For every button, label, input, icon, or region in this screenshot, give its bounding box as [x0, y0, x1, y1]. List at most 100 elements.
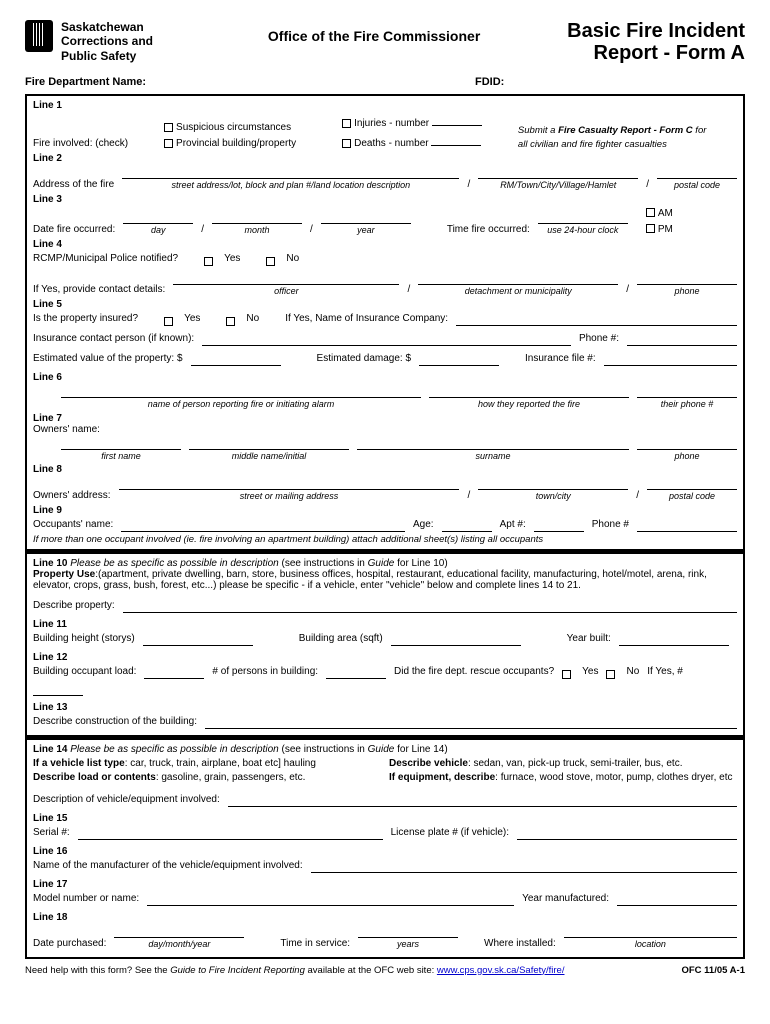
yearbuilt-input[interactable] [619, 633, 729, 646]
line14-label: Line 14 [33, 744, 70, 755]
property-use-text: Property Use:(apartment, private dwellin… [33, 569, 737, 591]
occupants-label: Occupants' name: [33, 518, 113, 532]
owner-street-input[interactable] [119, 477, 460, 490]
contact-phone-input[interactable] [637, 272, 737, 285]
owner-middle-input[interactable] [189, 437, 349, 450]
owner-postal-input[interactable] [647, 477, 737, 490]
casualty-note: Submit a Fire Casualty Report - Form C f… [518, 124, 718, 151]
construction-input[interactable] [205, 716, 737, 729]
footer-link[interactable]: www.cps.gov.sk.ca/Safety/fire/ [437, 965, 565, 976]
year-input[interactable] [321, 211, 411, 224]
suspicious-label: Suspicious circumstances [176, 122, 291, 133]
owner-first-input[interactable] [61, 437, 181, 450]
checkbox-injuries[interactable] [342, 119, 351, 128]
checkbox-rcmp-no[interactable] [266, 257, 275, 266]
checkbox-suspicious[interactable] [164, 123, 173, 132]
est-value-label: Estimated value of the property: $ [33, 352, 183, 366]
month-input[interactable] [212, 211, 302, 224]
plate-label: License plate # (if vehicle): [391, 826, 509, 840]
hint-dmy: day/month/year [148, 938, 210, 951]
checkbox-insured-no[interactable] [226, 317, 235, 326]
model-input[interactable] [147, 893, 514, 906]
ins-contact-label: Insurance contact person (if known): [33, 332, 194, 346]
persons-input[interactable] [326, 666, 386, 679]
line16-label: Line 16 [33, 846, 737, 857]
area-label: Building area (sqft) [299, 632, 383, 646]
reporter-name-input[interactable] [61, 385, 421, 398]
hint-rphone: their phone # [661, 398, 714, 411]
officer-input[interactable] [173, 272, 399, 285]
occ-phone-input[interactable] [637, 519, 737, 532]
area-input[interactable] [391, 633, 521, 646]
checkbox-rcmp-yes[interactable] [204, 257, 213, 266]
line1-label: Line 1 [33, 100, 737, 111]
height-input[interactable] [143, 633, 253, 646]
est-damage-input[interactable] [419, 353, 499, 366]
equip-text: : furnace, wood stove, motor, pump, clot… [495, 772, 732, 783]
load-label: Describe load or contents [33, 772, 156, 783]
sask-logo [25, 20, 53, 52]
mfr-input[interactable] [311, 860, 737, 873]
insurance-company-input[interactable] [456, 313, 737, 326]
apt-input[interactable] [534, 519, 584, 532]
address-label: Address of the fire [33, 178, 114, 192]
rescue-num-input[interactable] [33, 683, 83, 696]
line14-heading: Line 14 Please be as specific as possibl… [33, 744, 737, 755]
hint-officer: officer [274, 285, 299, 298]
occupants-note: If more than one occupant involved (ie. … [33, 534, 737, 545]
yearmfr-input[interactable] [617, 893, 737, 906]
occ-phone-label: Phone # [592, 518, 629, 532]
hint-day: day [151, 224, 166, 237]
checkbox-rescue-no[interactable] [606, 670, 615, 679]
ins-phone-input[interactable] [627, 333, 737, 346]
checkbox-deaths[interactable] [342, 139, 351, 148]
owner-surname-input[interactable] [357, 437, 629, 450]
ins-contact-input[interactable] [202, 333, 571, 346]
occupants-name-input[interactable] [121, 519, 405, 532]
injuries-input[interactable] [432, 113, 482, 126]
vehicle-label: If a vehicle list type [33, 758, 125, 769]
hint-month: month [245, 224, 270, 237]
date-purchased-input[interactable] [114, 925, 244, 938]
descve-input[interactable] [228, 794, 737, 807]
day-input[interactable] [123, 211, 193, 224]
hint-postal: postal code [674, 179, 720, 192]
line9-label: Line 9 [33, 505, 737, 516]
checkbox-rescue-yes[interactable] [562, 670, 571, 679]
hint-first: first name [101, 450, 141, 463]
address-postal-input[interactable] [657, 166, 737, 179]
ins-file-label: Insurance file #: [525, 352, 596, 366]
service-input[interactable] [358, 925, 458, 938]
deaths-input[interactable] [431, 133, 481, 146]
occload-input[interactable] [144, 666, 204, 679]
address-city-input[interactable] [478, 166, 638, 179]
time-label: Time fire occurred: [447, 223, 530, 237]
checkbox-am[interactable] [646, 208, 655, 217]
address-street-input[interactable] [122, 166, 459, 179]
owner-town-input[interactable] [478, 477, 628, 490]
checkbox-insured-yes[interactable] [164, 317, 173, 326]
note-text: Submit a [518, 125, 558, 136]
time-input[interactable] [538, 211, 628, 224]
age-input[interactable] [442, 519, 492, 532]
serial-input[interactable] [78, 827, 383, 840]
checkbox-pm[interactable] [646, 224, 655, 233]
where-input[interactable] [564, 925, 737, 938]
how-reported-input[interactable] [429, 385, 629, 398]
checkbox-provincial[interactable] [164, 139, 173, 148]
hint-middle: middle name/initial [232, 450, 307, 463]
owner-phone-input[interactable] [637, 437, 737, 450]
yearbuilt-label: Year built: [567, 632, 611, 646]
descvehicle-label: Describe vehicle [389, 758, 468, 769]
line7-label: Line 7 [33, 413, 737, 424]
est-damage-label: Estimated damage: $ [317, 352, 412, 366]
hint-clock: use 24-hour clock [547, 224, 618, 237]
service-label: Time in service: [280, 937, 350, 951]
describe-property-input[interactable] [123, 600, 737, 613]
dept-label: Fire Department Name: [25, 76, 295, 88]
reporter-phone-input[interactable] [637, 385, 737, 398]
detachment-input[interactable] [418, 272, 618, 285]
ins-file-input[interactable] [604, 353, 737, 366]
plate-input[interactable] [517, 827, 737, 840]
est-value-input[interactable] [191, 353, 281, 366]
